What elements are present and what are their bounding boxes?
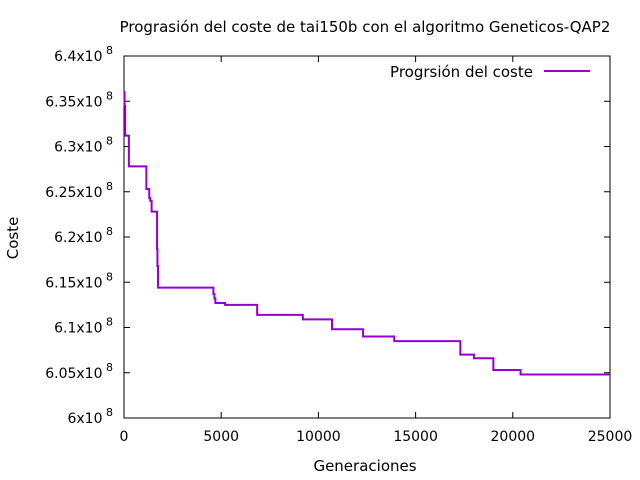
y-tick-label: 6.4x10 8 (54, 44, 113, 65)
x-tick-label: 5000 (203, 429, 239, 445)
series-line (123, 91, 610, 376)
plot-frame (123, 55, 611, 419)
x-tick-label: 15000 (393, 429, 438, 445)
x-tick-label: 25000 (588, 429, 633, 445)
x-tick-label: 20000 (491, 429, 536, 445)
y-tick-exponent: 8 (103, 270, 114, 283)
x-tick-label: 0 (120, 429, 129, 445)
y-tick-exponent: 8 (103, 316, 114, 329)
y-tick-label: 6.05x10 8 (45, 361, 113, 382)
y-tick-exponent: 8 (103, 361, 114, 374)
y-tick-label: 6.15x10 8 (45, 270, 113, 291)
y-axis-ticks: 6x10 8 6.05x10 8 6.1x10 8 6.15x10 8 6.2x10 8… (45, 44, 610, 427)
x-axis-ticks: 0 5000 10000 15000 20000 25000 (120, 56, 633, 445)
y-tick-label: 6.35x10 8 (45, 89, 113, 110)
y-axis-title: Coste (4, 217, 22, 260)
x-axis-title: Generaciones (313, 457, 416, 475)
y-tick-exponent: 8 (103, 135, 114, 148)
y-tick-exponent: 8 (103, 89, 114, 102)
chart-title: Prograsión del coste de tai150b con el a… (120, 18, 611, 36)
y-tick-label: 6.25x10 8 (45, 180, 113, 201)
y-tick-label: 6.3x10 8 (54, 135, 113, 156)
y-tick-label: 6.1x10 8 (54, 316, 113, 337)
series-group (123, 91, 610, 376)
y-tick-label: 6.2x10 8 (54, 225, 113, 246)
y-tick-exponent: 8 (103, 225, 114, 238)
y-tick-exponent: 8 (103, 180, 114, 193)
y-tick-exponent: 8 (103, 406, 114, 419)
x-tick-label: 10000 (296, 429, 341, 445)
y-tick-label: 6x10 8 (67, 406, 113, 427)
y-tick-exponent: 8 (103, 44, 114, 57)
legend: Progrsión del coste (390, 63, 590, 81)
legend-label: Progrsión del coste (390, 63, 533, 81)
